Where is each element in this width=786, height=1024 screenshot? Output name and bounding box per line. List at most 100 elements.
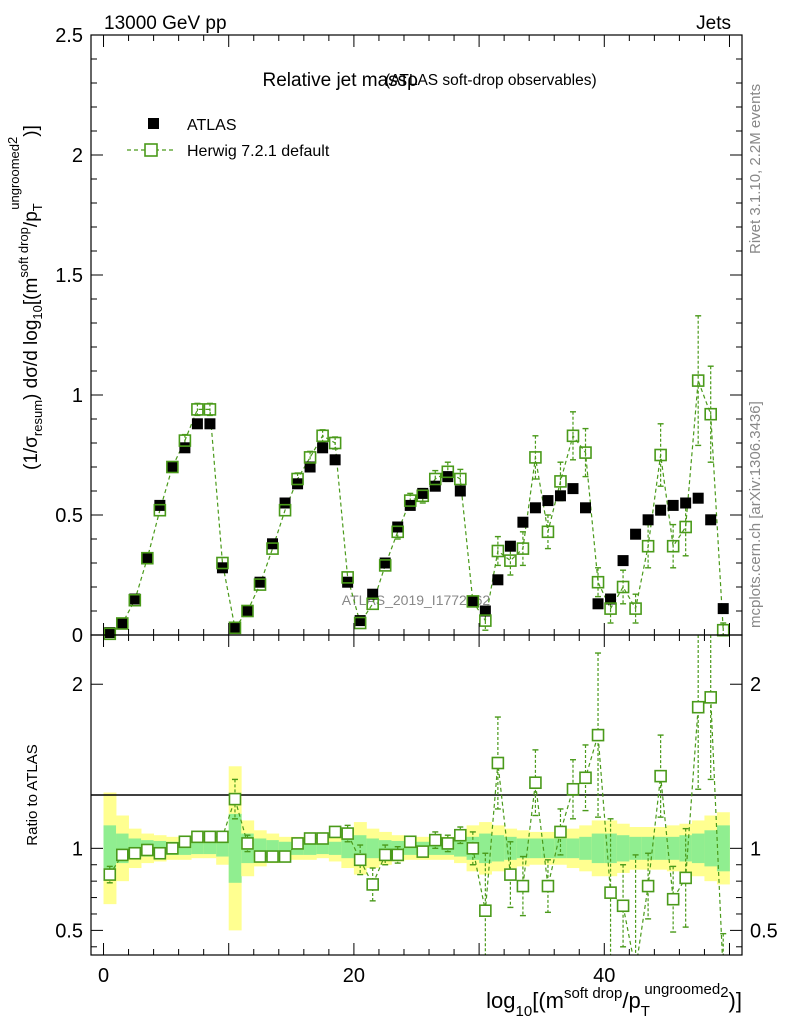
legend: ATLAS Herwig 7.2.1 default (127, 117, 330, 160)
herwig-point (604, 602, 617, 615)
atlas-point (367, 588, 379, 600)
ratio-band-inner (666, 836, 680, 860)
herwig-ratio-point (153, 846, 167, 860)
herwig-ratio-point (604, 886, 617, 899)
herwig-point (216, 556, 229, 570)
ratio-band-inner (341, 838, 355, 859)
atlas-point (529, 502, 541, 514)
ratio-band-inner (491, 835, 505, 862)
main-data-marks (103, 315, 730, 641)
atlas-point (429, 480, 441, 492)
atlas-point (479, 605, 491, 617)
rivet-version-label: Rivet 3.1.10, 2.2M events (747, 84, 764, 254)
herwig-point (704, 407, 718, 421)
herwig-point (178, 434, 192, 447)
ratio-y-tick-label-right: 2 (750, 674, 761, 696)
herwig-ratio-point (704, 691, 718, 704)
ratio-y-axis-label: Ratio to ATLAS (24, 744, 41, 845)
herwig-ratio-point (291, 837, 304, 850)
ratio-band-inner (629, 836, 643, 860)
ratio-y-tick-label-left: 1 (72, 838, 83, 860)
herwig-ratio-point (479, 904, 492, 917)
herwig-point (266, 542, 279, 555)
herwig-point (391, 525, 405, 539)
ratio-band-inner (654, 836, 668, 860)
main-plot: ATLAS_2019_I1772062 00.511.522.5 Relativ… (5, 25, 743, 647)
ratio-band-inner (454, 840, 467, 857)
atlas-point (467, 595, 479, 607)
ratio-band-inner (228, 813, 242, 883)
atlas-point (179, 442, 191, 454)
legend-herwig-label: Herwig 7.2.1 default (187, 143, 330, 160)
herwig-point (454, 472, 467, 486)
herwig-point (529, 451, 542, 464)
herwig-ratio-point (191, 830, 204, 844)
herwig-point (341, 571, 354, 584)
herwig-ratio-point (641, 879, 655, 893)
herwig-point (203, 403, 217, 416)
herwig-point (641, 539, 655, 553)
y-tick-label: 0.5 (55, 505, 83, 527)
herwig-ratio-point (516, 879, 530, 893)
herwig-point (316, 429, 329, 443)
ratio-y-tick-label-right: 1 (750, 838, 761, 860)
herwig-point (716, 623, 730, 637)
ratio-y-axis: 0.5 0.5 1 1 2 2 (55, 674, 778, 948)
herwig-ratio-point (141, 843, 154, 857)
ratio-band-inner (566, 838, 580, 859)
herwig-ratio-point (691, 700, 705, 714)
herwig-point (479, 614, 492, 627)
ratio-band-inner (704, 830, 718, 867)
herwig-point (241, 604, 254, 618)
y-tick-label: 2 (72, 145, 83, 167)
herwig-ratio-point (391, 848, 405, 862)
ratio-band-inner (679, 835, 693, 862)
herwig-ratio-point (353, 853, 367, 867)
herwig-ratio-point (566, 782, 580, 796)
ratio-band-inner (616, 835, 630, 862)
ratio-y-tick-label-right: 0.5 (750, 920, 778, 942)
herwig-ratio-point (128, 846, 142, 860)
herwig-point (278, 503, 292, 517)
atlas-point (454, 485, 466, 497)
herwig-ratio-point (266, 850, 279, 863)
herwig-ratio-point (441, 837, 455, 850)
herwig-ratio-point (366, 878, 379, 891)
herwig-point (504, 554, 517, 567)
ratio-band-inner (328, 841, 342, 855)
atlas-point (354, 615, 366, 627)
ratio-y-tick-label-left: 0.5 (55, 920, 83, 942)
herwig-ratio-point (579, 771, 592, 785)
herwig-point (291, 472, 304, 486)
atlas-point (580, 502, 592, 514)
ratio-band-inner (716, 825, 730, 872)
atlas-point (592, 598, 604, 610)
herwig-point (141, 551, 154, 565)
herwig-ratio-point (616, 899, 630, 913)
herwig-point (541, 525, 555, 539)
herwig-ratio-point (416, 845, 430, 858)
herwig-point (516, 542, 530, 555)
herwig-ratio-point (216, 830, 229, 844)
atlas-point (717, 603, 729, 615)
atlas-point (229, 622, 241, 634)
ratio-band-inner (216, 840, 230, 857)
herwig-point (591, 575, 605, 589)
atlas-point (241, 605, 253, 617)
atlas-point (141, 552, 153, 564)
atlas-point (129, 593, 141, 605)
herwig-ratio-point (454, 828, 467, 842)
herwig-ratio-point (491, 756, 505, 770)
ratio-band-inner (303, 841, 317, 855)
herwig-ratio-point (316, 832, 329, 845)
atlas-point (204, 418, 216, 430)
header-left: 13000 GeV pp (104, 13, 227, 34)
herwig-ratio-point (591, 728, 605, 742)
herwig-point (428, 472, 442, 486)
plot-title: Relative jet massρ (263, 70, 419, 91)
herwig-ratio-point (341, 827, 354, 840)
atlas-point (517, 516, 529, 528)
herwig-ratio-point (466, 842, 480, 855)
legend-atlas-label: ATLAS (187, 117, 237, 134)
herwig-point (466, 595, 480, 608)
